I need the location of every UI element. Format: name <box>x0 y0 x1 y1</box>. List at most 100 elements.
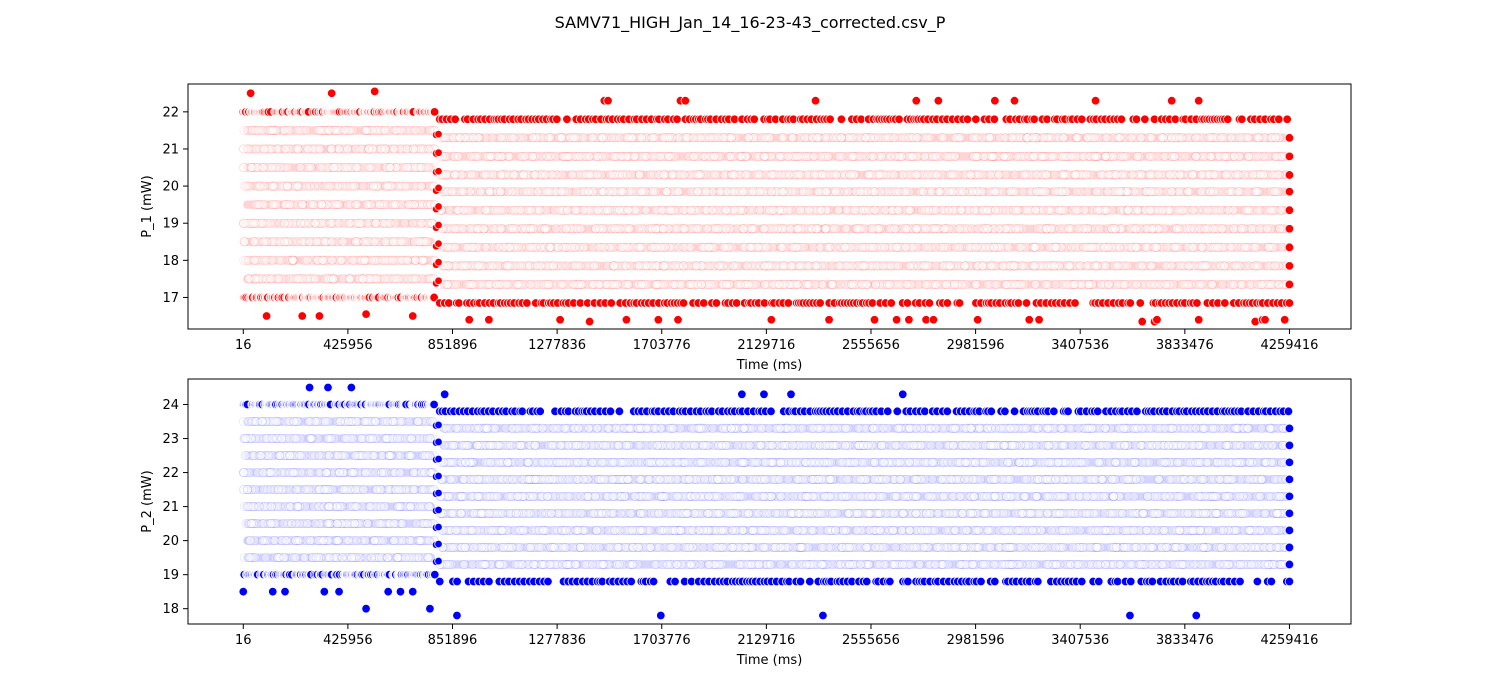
dense-band-1-6 <box>240 451 438 461</box>
sparse-point <box>924 298 935 308</box>
sparse-point <box>1021 298 1032 308</box>
dense-band-2-5 <box>437 187 1294 197</box>
end-point <box>1284 133 1295 143</box>
sparse-point <box>1237 114 1247 124</box>
dense-band-2-2 <box>437 525 1292 535</box>
end-point <box>1284 491 1295 502</box>
dense-band-1-2 <box>239 237 435 247</box>
dense-band-1-2 <box>241 519 438 529</box>
sparse-point <box>1049 406 1059 417</box>
x-tick-label: 4259416 <box>1260 338 1318 353</box>
sparse-point <box>1274 114 1284 124</box>
x-tick-label: 425956 <box>323 633 373 648</box>
end-point <box>1284 525 1295 536</box>
dense-band-2-6 <box>436 457 1290 467</box>
dense-band-1-7 <box>239 433 437 443</box>
sparse-point <box>883 406 893 417</box>
sparse-point <box>699 298 709 308</box>
dense-band-1-0 <box>243 274 439 284</box>
outlier-point <box>1194 315 1204 325</box>
dense-band-2-0 <box>435 559 1290 569</box>
dense-band-2-6 <box>435 170 1294 180</box>
x-tick-label: 16 <box>235 633 252 648</box>
figure-title: SAMV71_HIGH_Jan_14_16-23-43_corrected.cs… <box>555 13 946 33</box>
panel-p1: 16 425956 851896 1277836 1703776 2129716 25556… <box>140 83 1352 373</box>
outlier-point <box>911 95 921 106</box>
end-point <box>1284 559 1295 570</box>
dense-band-2-1 <box>438 542 1291 552</box>
dense-band-2-7 <box>435 151 1294 161</box>
x-tick-label: 1277836 <box>528 633 586 648</box>
dense-band-2-2 <box>436 242 1294 252</box>
outlier-point <box>1024 315 1034 325</box>
sparse-point <box>1223 114 1233 124</box>
sparse-point <box>1132 406 1142 417</box>
transition-point <box>434 454 443 464</box>
sparse-point <box>989 114 1000 124</box>
outlier-point <box>261 311 272 321</box>
sparse-point <box>444 298 454 308</box>
sparse-point <box>606 298 616 308</box>
end-point <box>1284 170 1295 180</box>
x-tick-label: 3407536 <box>1051 338 1109 353</box>
sparse-point <box>1093 406 1103 417</box>
dense-band-1-0 <box>239 553 436 563</box>
x-tick-label: 2129716 <box>737 633 795 648</box>
dense-band-1-5 <box>239 181 439 191</box>
sparse-point <box>1135 298 1145 308</box>
end-point <box>1284 205 1295 215</box>
transition-point <box>434 257 443 267</box>
dense-band-1-6 <box>239 163 438 173</box>
dense-band-1-1 <box>239 255 440 265</box>
transition-point <box>434 220 443 230</box>
sparse-point <box>450 114 460 124</box>
y-tick-label: 18 <box>162 602 179 617</box>
dense-band-2-8 <box>439 423 1294 433</box>
sparse-point <box>1094 576 1104 587</box>
sparse-point <box>648 576 659 587</box>
sparse-point <box>1177 576 1188 587</box>
end-point <box>1284 542 1295 553</box>
dense-band-1-8 <box>239 125 439 135</box>
sparse-point <box>1140 114 1150 124</box>
plot-area <box>238 382 1295 621</box>
outlier-point <box>326 88 337 98</box>
outlier-point <box>898 389 908 400</box>
dense-band-2-4 <box>435 205 1290 215</box>
x-tick-label: 3407536 <box>1051 633 1109 648</box>
sparse-point <box>562 114 572 124</box>
sparse-point <box>1220 298 1230 308</box>
outlier-point <box>1194 95 1204 106</box>
sparse-point <box>886 298 896 308</box>
sparse-point <box>1013 298 1024 308</box>
x-tick-label: 3833476 <box>1156 633 1214 648</box>
dense-band-2-4 <box>435 491 1294 501</box>
sparse-point <box>1282 114 1292 124</box>
dense-band-2-0 <box>435 279 1292 289</box>
outlier-point <box>810 95 821 106</box>
x-tick-label: 1277836 <box>528 338 586 353</box>
sparse-point <box>902 298 913 308</box>
outlier-point <box>452 610 462 621</box>
outlier-point <box>1009 95 1020 106</box>
sparse-point <box>452 576 462 587</box>
sparse-point <box>1112 576 1123 587</box>
sparse-point <box>815 298 825 308</box>
dense-band-1-5 <box>239 468 438 478</box>
outlier-point <box>818 610 828 621</box>
sparse-point <box>862 576 872 587</box>
sparse-point <box>429 292 439 303</box>
y-tick-label: 19 <box>162 217 179 232</box>
sparse-point <box>626 576 636 587</box>
outlier-point <box>297 311 307 321</box>
x-tick-label: 16 <box>235 338 252 353</box>
outlier-point <box>1125 610 1135 621</box>
outlier-point <box>786 389 796 400</box>
sparse-point <box>795 576 806 587</box>
sparse-point <box>986 406 996 417</box>
plot-area <box>238 86 1295 327</box>
sparse-point <box>711 298 722 308</box>
transition-point <box>434 148 443 157</box>
